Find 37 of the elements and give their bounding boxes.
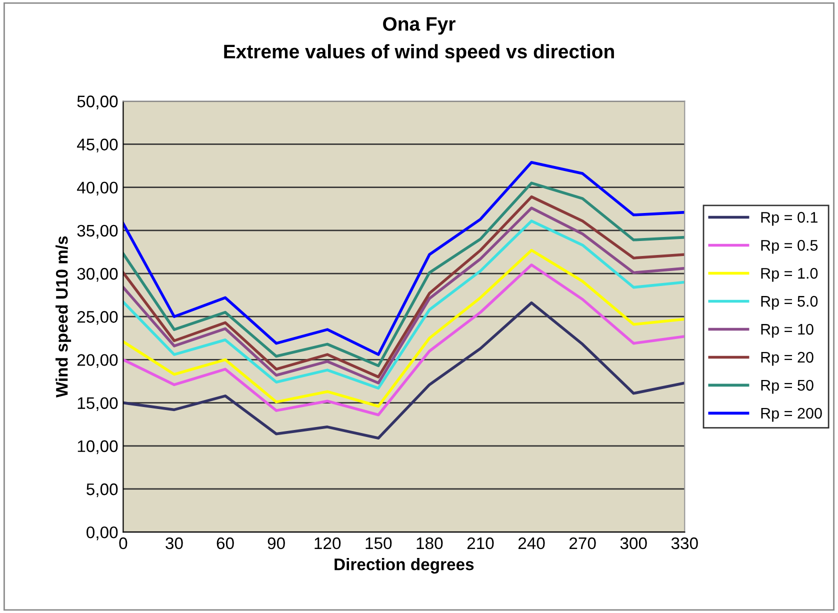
legend-label: Rp = 200: [761, 408, 822, 422]
x-tick-label: 270: [570, 537, 596, 550]
y-tick-label: 40,00: [77, 182, 118, 196]
legend-label: Rp = 50: [761, 380, 814, 394]
y-tick-label: 25,00: [77, 311, 118, 325]
y-tick-label: 30,00: [77, 268, 118, 282]
x-tick-label: 150: [366, 537, 392, 550]
x-tick-label: 60: [216, 537, 234, 550]
y-tick-label: 5,00: [86, 483, 118, 498]
y-tick-label: 10,00: [78, 440, 118, 454]
line-series: [123, 301, 685, 440]
x-tick-label: 210: [467, 537, 494, 550]
legend-label: Rp = 5.0: [761, 296, 818, 310]
y-tick-label: 0,00: [86, 526, 118, 540]
line-series: [123, 160, 685, 356]
x-tick-label: 180: [416, 537, 443, 550]
chart-subtitle: Extreme values of wind speed vs direction: [224, 44, 614, 62]
x-tick-label: 0: [119, 537, 128, 550]
x-tick-label: 30: [166, 537, 183, 550]
y-tick-label: 50,00: [77, 96, 118, 110]
y-tick-label: 15,00: [78, 397, 118, 411]
x-tick-label: 120: [314, 537, 341, 550]
legend-label: Rp = 20: [761, 352, 814, 366]
chart-title: Ona Fyr: [383, 17, 456, 35]
x-tick-label: 300: [620, 537, 647, 550]
x-tick-label: 90: [268, 537, 285, 550]
y-tick-label: 45,00: [77, 138, 118, 152]
x-axis-title: Direction degrees: [334, 558, 474, 574]
legend-label: Rp = 0.1: [761, 212, 818, 226]
y-axis-title: Wind speed U10 m/s: [56, 236, 72, 398]
legend-label: Rp = 0.5: [761, 240, 818, 254]
y-tick-label: 35,00: [77, 224, 118, 239]
y-tick-label: 20,00: [77, 354, 118, 368]
legend-label: Rp = 10: [761, 324, 814, 338]
legend-label: Rp = 1.0: [761, 268, 818, 282]
x-tick-label: 240: [518, 537, 545, 550]
x-tick-label: 330: [671, 537, 698, 550]
